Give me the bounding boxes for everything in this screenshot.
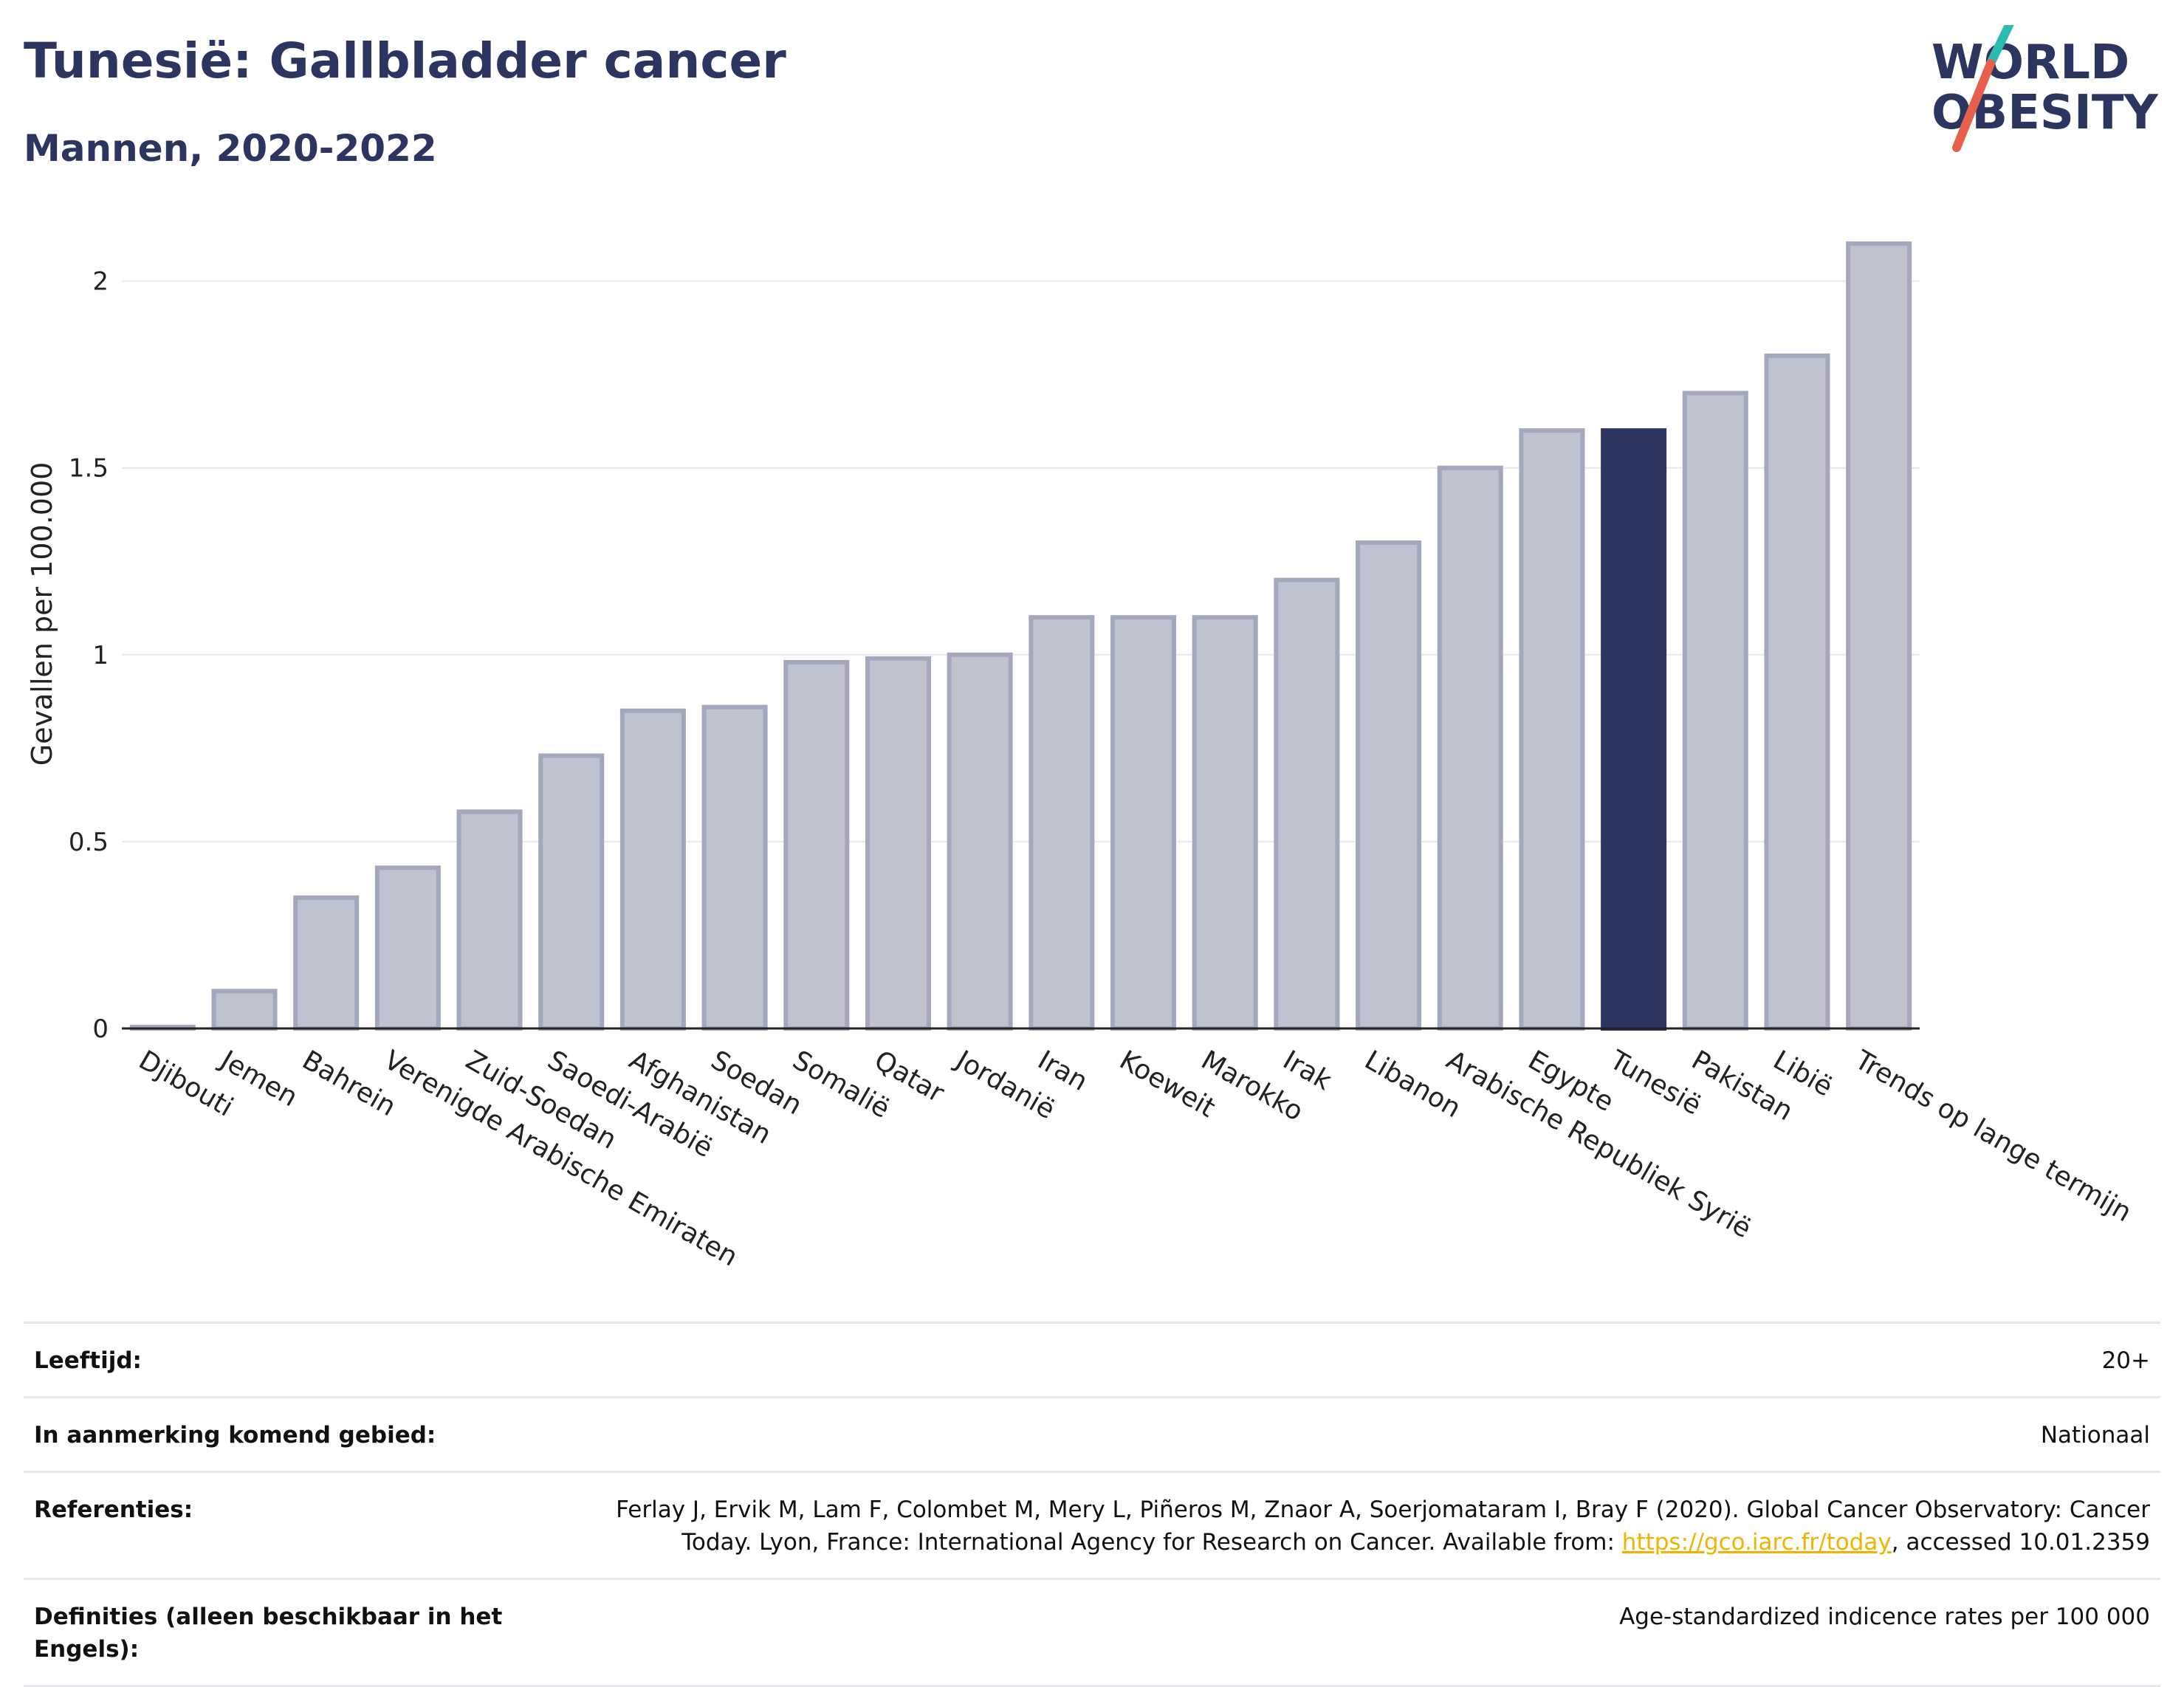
bar: [701, 704, 768, 1031]
bar: [1437, 465, 1503, 1031]
meta-row-area: In aanmerking komend gebied: Nationaal: [24, 1396, 2160, 1471]
y-tick-label: 1.5: [69, 454, 109, 484]
meta-value-area: Nationaal: [2040, 1422, 2150, 1449]
bar: [1764, 353, 1830, 1031]
bar: [1192, 615, 1258, 1031]
reference-accessed: , accessed 10.01.2359: [1891, 1529, 2150, 1556]
meta-value-references: Ferlay J, Ervik M, Lam F, Colombet M, Me…: [600, 1494, 2150, 1559]
logo-accent-coral: [1952, 59, 1995, 152]
bar: [1274, 577, 1340, 1031]
bar: [1601, 428, 1667, 1031]
chart-subtitle: Mannen, 2020-2022: [24, 127, 437, 170]
y-tick-label: 0: [92, 1014, 109, 1044]
meta-row-definitions: Definities (alleen beschikbaar in het En…: [24, 1578, 2160, 1687]
x-tick-label: Djibouti: [134, 1045, 238, 1122]
bar: [619, 708, 686, 1031]
meta-row-references: Referenties: Ferlay J, Ervik M, Lam F, C…: [24, 1471, 2160, 1578]
bar: [293, 895, 360, 1031]
y-tick-label: 1: [92, 641, 109, 670]
y-tick-label: 0.5: [69, 828, 109, 857]
bar: [865, 656, 931, 1031]
metadata-table: Leeftijd: 20+ In aanmerking komend gebie…: [24, 1322, 2160, 1687]
reference-link[interactable]: https://gco.iarc.fr/today: [1621, 1529, 1892, 1556]
bar: [1110, 615, 1177, 1031]
world-obesity-logo: WORLD OBESITY: [1931, 25, 2158, 152]
bar: [374, 865, 441, 1031]
x-tick-label: Tunesië: [1604, 1045, 1706, 1121]
meta-label-references: Referenties:: [34, 1497, 193, 1523]
meta-label-age: Leeftijd:: [34, 1347, 142, 1374]
reference-text: Ferlay J, Ervik M, Lam F, Colombet M, Me…: [616, 1497, 2150, 1556]
bar: [1356, 540, 1422, 1031]
chart-title: Tunesië: Gallbladder cancer: [24, 32, 786, 89]
bar: [783, 659, 850, 1031]
bar: [538, 753, 605, 1031]
bar: [1846, 241, 1912, 1031]
meta-label-definitions: Definities (alleen beschikbaar in het En…: [34, 1604, 503, 1663]
bar: [456, 809, 523, 1031]
x-tick-label: Trends op lange termijn: [1849, 1045, 2136, 1228]
x-tick-label: Bahrein: [297, 1045, 400, 1122]
y-axis-title: Gevallen per 100.000: [26, 462, 58, 766]
meta-label-area: In aanmerking komend gebied:: [34, 1422, 436, 1449]
meta-row-age: Leeftijd: 20+: [24, 1322, 2160, 1396]
bar: [1682, 391, 1748, 1031]
y-tick-label: 2: [92, 267, 109, 297]
bar: [211, 989, 278, 1031]
meta-value-age: 20+: [2101, 1347, 2150, 1374]
meta-value-definitions: Age-standardized indicence rates per 100…: [1619, 1604, 2150, 1630]
bar: [947, 652, 1013, 1031]
logo-accent-teal: [1986, 25, 2014, 68]
bar: [1519, 428, 1585, 1031]
logo-line1: WORLD: [1931, 35, 2129, 90]
bar: [1029, 615, 1095, 1031]
